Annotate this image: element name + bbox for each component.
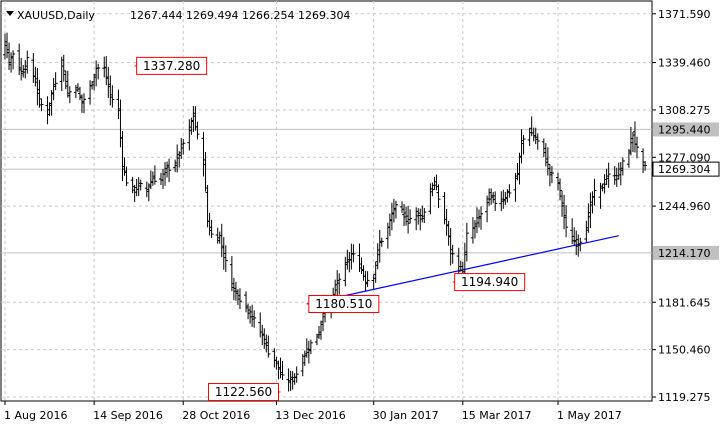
dropdown-arrow-icon[interactable] [6,11,14,16]
time-axis[interactable]: 1 Aug 2016 14 Sep 2016 28 Oct 2016 13 Dec 2… [4,401,622,422]
ohlc-bar [635,136,639,159]
ohlc-bar [294,366,299,383]
ohlc-bar [181,139,186,155]
current-price-label: 1269.304 [658,163,711,176]
ohlc-bar [578,237,583,252]
annotation-box [207,383,279,402]
x-tick-label: 28 Oct 2016 [182,409,250,422]
ohlc-bar [11,50,16,70]
ohlc-bar [82,93,86,114]
ohlc-bar [549,166,554,184]
ohlc-bar [521,135,526,155]
price-annotation: 1337.280 [134,56,208,75]
ohlc-bar [280,360,285,381]
ohlc-bar [195,121,200,140]
ohlc-bar [25,50,30,74]
x-tick-label: 15 Mar 2017 [462,409,532,422]
ohlc-bar [436,184,441,209]
ohlc-bar [209,219,214,238]
y-tick-label: 1371.590 [658,8,711,21]
ohlc-bar [308,339,313,355]
y-tick-label: 1339.460 [658,57,711,70]
x-tick-label: 13 Dec 2016 [275,409,345,422]
level-price-tag [653,122,719,137]
horizontal-levels [1,128,652,254]
ohlc-bar [620,157,625,176]
ohlc-bar [643,161,648,171]
ohlc-bar [507,184,512,198]
ohlc-bar [464,222,469,262]
ohlc-bar [564,205,569,238]
annotation-label: 1194.940 [461,275,518,289]
ohlc-readout: 1267.444 1269.494 1266.254 1269.304 [130,9,350,22]
symbol-title: XAUUSD,Daily [17,9,95,22]
ohlc-bar [365,271,370,287]
y-tick-label: 1308.275 [658,104,711,117]
current-price-tag [652,161,720,177]
x-tick-label: 1 May 2017 [557,409,622,422]
price-annotations: 1337.280 1122.560 1180.510 1194.940 [134,56,526,402]
annotation-box [308,294,380,313]
level-price-tag [653,245,719,260]
ohlc-bar [110,85,115,108]
ohlc-bar [138,179,143,191]
ohlc-bar [422,207,427,224]
ohlc-bar [96,63,101,80]
annotation-box [454,273,526,292]
ohlc-bar [456,247,461,278]
ohlc-bar [124,166,129,187]
ohlc-bar [167,158,172,183]
annotation-box [136,56,208,75]
y-tick-label: 1244.960 [658,200,711,213]
ohlc-bar [493,191,498,211]
x-tick-label: 30 Jan 2017 [373,409,439,422]
ohlc-bar [351,244,356,263]
y-tick-label: 1150.460 [658,344,711,357]
ohlc-bar [237,288,242,310]
ohlc-bar [606,162,611,188]
y-tick-label: 1119.275 [658,391,711,404]
price-annotation: 1194.940 [452,273,526,292]
ohlc-bar [393,200,398,219]
ohlc-bar [152,165,157,185]
ohlc-bar [450,244,455,264]
price-axis[interactable]: 1371.590 1339.460 1308.275 1277.090 1244.960… [652,8,720,404]
level-price-label: 1214.170 [658,247,711,260]
ohlc-bar [408,209,413,224]
ohlc-bar [337,273,342,295]
ohlc-bar [53,72,58,91]
ohlc-bars [3,32,648,392]
ohlc-bar [535,133,540,150]
y-tick-label: 1277.090 [658,151,711,164]
ohlc-bar [558,178,563,201]
plot-frame [0,0,653,402]
price-annotation: 1180.510 [306,294,380,313]
level-price-label: 1295.440 [658,123,711,136]
ohlc-bar [479,206,484,230]
annotation-label: 1180.510 [315,297,372,311]
ohlc-bar [223,245,228,272]
x-tick-label: 14 Sep 2016 [93,409,163,422]
ohlc-bar [379,237,384,247]
ohlc-bar [545,147,550,176]
ohlc-bar [39,98,44,112]
ohlc-bar [252,310,257,328]
annotation-label: 1122.560 [215,385,272,399]
price-annotation: 1122.560 [207,383,281,402]
ohlc-bar [266,335,271,358]
annotation-label: 1337.280 [143,59,200,73]
ohlc-bar [592,178,597,206]
ohlc-bar [67,86,72,104]
x-tick-label: 1 Aug 2016 [4,409,67,422]
y-tick-label: 1181.645 [658,296,711,309]
